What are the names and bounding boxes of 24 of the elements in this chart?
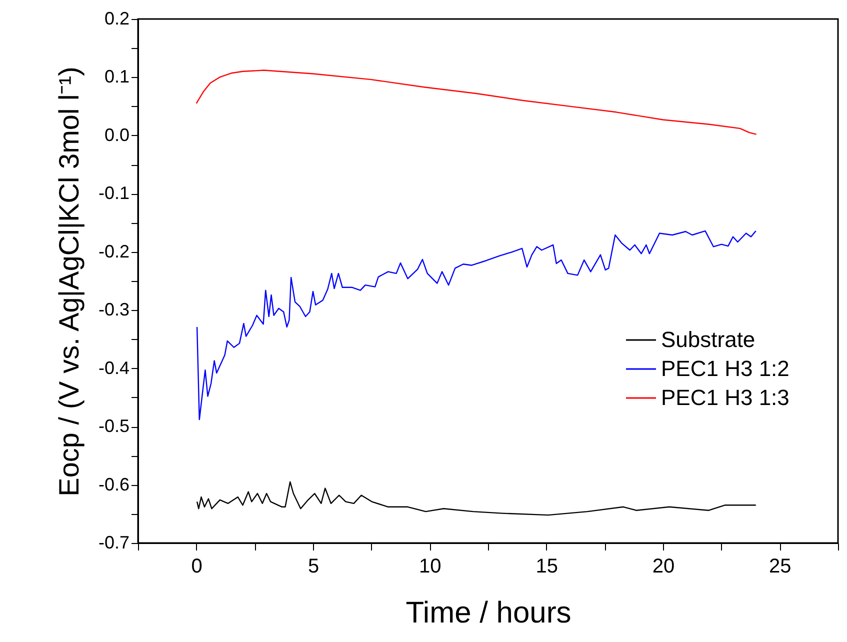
legend-label: PEC1 H3 1:3 (661, 385, 790, 410)
y-tick-label: 0.1 (104, 66, 130, 87)
x-tick-label: 25 (769, 556, 792, 578)
y-axis-title: Eocp / (V vs. Ag|AgCl|KCl 3mol l⁻¹) (53, 66, 84, 496)
x-tick-label: 20 (652, 556, 675, 578)
line-series (196, 230, 756, 420)
x-tick-label: 10 (419, 556, 442, 578)
x-tick-label: 15 (536, 556, 558, 578)
y-tick-label: 0.0 (104, 124, 130, 145)
y-tick-label: -0.6 (98, 474, 130, 494)
x-axis-title: Time / hours (406, 596, 572, 630)
y-tick-label: -0.1 (98, 183, 130, 204)
y-tick-label: -0.3 (98, 300, 130, 320)
y-tick-label: -0.7 (98, 532, 130, 552)
line-series (196, 481, 756, 516)
x-tick-label: 5 (308, 556, 320, 578)
legend-label: PEC1 H3 1:2 (661, 356, 790, 381)
line-series (196, 70, 757, 135)
legend-label: Substrate (661, 327, 756, 352)
y-tick-label: 0.2 (104, 8, 130, 28)
y-tick-label: -0.5 (98, 416, 130, 436)
y-tick-label: -0.2 (98, 241, 130, 262)
x-tick-label: 0 (191, 556, 202, 578)
y-tick-label: -0.4 (98, 358, 130, 378)
